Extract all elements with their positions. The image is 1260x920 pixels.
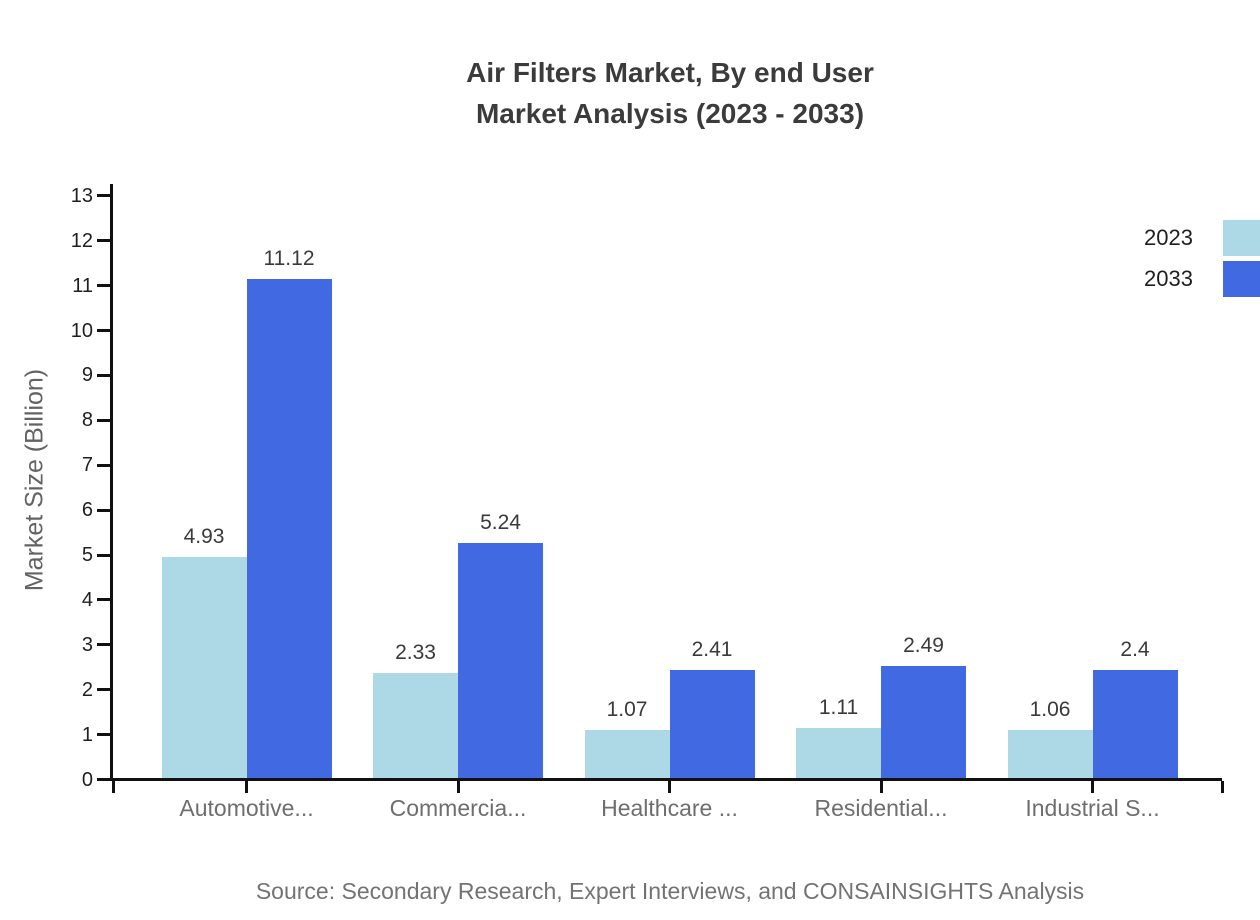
chart-title: Air Filters Market, By end User Market A…	[466, 52, 874, 134]
y-tick-mark	[97, 643, 110, 647]
chart-title-line2: Market Analysis (2023 - 2033)	[475, 98, 865, 129]
x-axis-line	[110, 778, 1222, 781]
y-tick-label: 6	[81, 499, 93, 522]
source-note: Source: Secondary Research, Expert Inter…	[255, 878, 1085, 904]
bar-2023-3	[584, 729, 670, 778]
x-tick-mark	[245, 781, 248, 793]
y-tick-mark	[97, 239, 110, 243]
bar-2033-3	[669, 669, 755, 778]
y-tick-mark	[97, 553, 110, 557]
y-tick-label: 4	[81, 588, 93, 611]
y-tick-mark	[97, 329, 110, 332]
y-tick-label: 11	[72, 274, 93, 297]
y-tick-label: 12	[70, 229, 93, 252]
y-tick-label: 10	[70, 319, 93, 342]
bar-2033-4	[881, 666, 966, 778]
y-tick-label: 5	[81, 544, 93, 566]
bar-2023-1	[161, 556, 247, 778]
x-tick-mark	[1091, 781, 1094, 793]
x-category-label: Automotive...	[179, 795, 314, 821]
value-label-2023-1: 4.93	[183, 524, 225, 548]
value-label-2033-5: 2.4	[1120, 638, 1150, 662]
x-category-label: Commercia...	[389, 795, 527, 821]
y-tick-mark	[97, 418, 110, 422]
value-label-2023-2: 2.33	[395, 641, 436, 665]
x-tick-mark	[111, 781, 115, 793]
y-tick-mark	[97, 194, 110, 198]
y-tick-label: 7	[81, 454, 93, 477]
y-tick-label: 13	[70, 184, 93, 207]
value-label-2033-4: 2.49	[903, 634, 944, 658]
bar-2023-2	[373, 673, 458, 778]
y-tick-mark	[97, 733, 110, 737]
y-tick-label: 8	[81, 409, 93, 432]
x-tick-mark	[668, 781, 671, 793]
value-label-2033-1: 11.12	[263, 246, 315, 270]
x-tick-mark	[1220, 781, 1224, 793]
y-tick-mark	[97, 688, 110, 692]
value-label-2033-2: 5.24	[480, 510, 521, 534]
value-label-2023-3: 1.07	[606, 697, 648, 721]
bar-2033-2	[458, 542, 543, 778]
value-label-2023-4: 1.11	[818, 696, 859, 720]
x-tick-mark	[879, 781, 883, 793]
value-label-2033-3: 2.41	[691, 637, 733, 661]
x-category-label: Healthcare ...	[601, 795, 738, 821]
y-axis-line	[110, 184, 113, 781]
x-category-label: Industrial S...	[1025, 795, 1160, 821]
y-tick-label: 2	[81, 678, 93, 701]
y-tick-label: 0	[81, 768, 93, 791]
y-tick-mark	[97, 778, 110, 781]
bar-2023-4	[796, 728, 881, 778]
y-tick-mark	[97, 284, 110, 288]
y-tick-label: 9	[81, 364, 93, 387]
chart-title-line1: Air Filters Market, By end User	[466, 57, 874, 88]
y-tick-label: 1	[81, 723, 93, 746]
y-tick-mark	[97, 463, 110, 467]
bar-2033-5	[1092, 670, 1178, 778]
y-tick-label: 3	[81, 633, 93, 656]
x-category-label: Residential...	[814, 795, 948, 821]
y-tick-mark	[97, 373, 110, 377]
x-tick-mark	[456, 781, 460, 793]
y-tick-mark	[97, 598, 110, 602]
bar-2033-1	[246, 278, 332, 778]
value-label-2023-5: 1.06	[1029, 698, 1071, 722]
bar-2023-5	[1007, 730, 1093, 778]
y-tick-mark	[97, 508, 110, 512]
